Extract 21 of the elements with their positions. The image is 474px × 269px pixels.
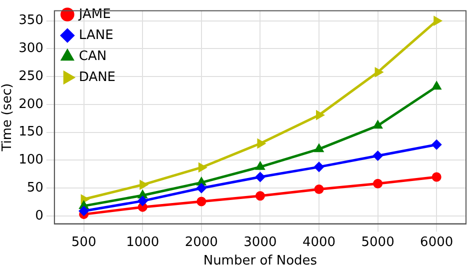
x-tick-label: 4000 (302, 234, 336, 250)
x-tick-label: 500 (71, 234, 96, 250)
x-tick-label: 1000 (126, 234, 160, 250)
x-tick-label: 5000 (361, 234, 394, 250)
x-tick-label: 3000 (244, 234, 277, 250)
y-tick-label: 200 (18, 96, 44, 112)
legend-label: LANE (78, 28, 114, 43)
x-tick-label: 2000 (184, 234, 218, 250)
legend-label: CAN (78, 48, 107, 64)
x-axis-title: Number of Nodes (203, 254, 318, 269)
y-tick-label: 50 (26, 180, 44, 196)
y-tick-label: 150 (18, 124, 44, 140)
y-tick-label: 250 (18, 68, 44, 84)
x-tick-label: 6000 (420, 234, 454, 250)
legend-label: DANE (78, 70, 116, 85)
legend-label: JAME (78, 6, 111, 22)
y-tick-label: 100 (18, 152, 44, 168)
y-tick-label: 0 (35, 208, 44, 224)
y-tick-label: 350 (18, 13, 44, 28)
y-axis-title: Time (sec) (0, 83, 16, 152)
y-tick-label: 300 (18, 41, 44, 56)
